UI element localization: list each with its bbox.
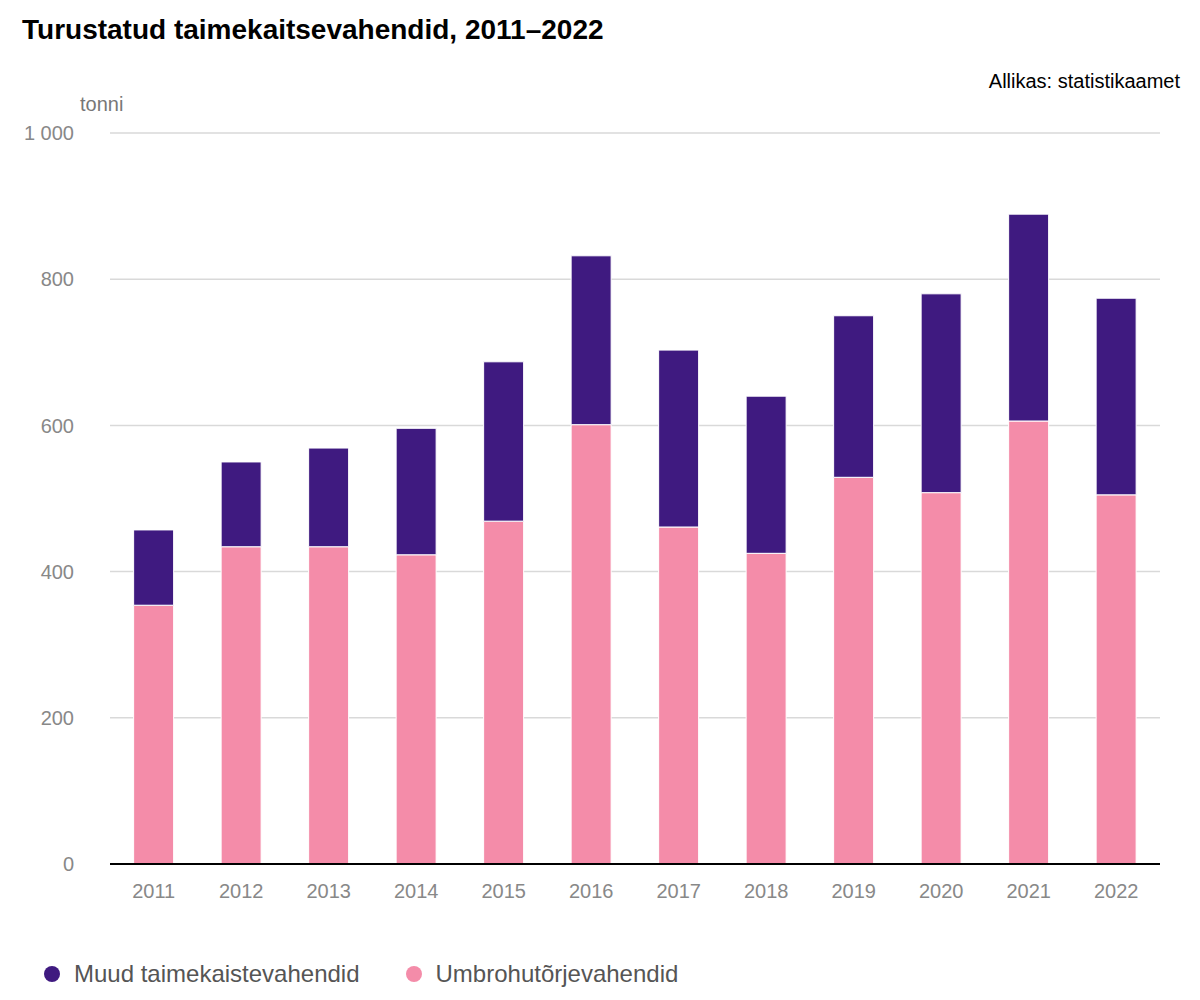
svg-text:1 000: 1 000 bbox=[24, 122, 74, 144]
html-text:Allikas: statistikaamet: Allikas: statistikaamet bbox=[988, 70, 1180, 92]
html-text:Turustatud taimekaitsevahendid: Turustatud taimekaitsevahendid, 2011–202… bbox=[22, 14, 604, 45]
svg-text:200: 200 bbox=[41, 707, 74, 729]
svg-text:2018: 2018 bbox=[744, 880, 789, 902]
svg-text:0: 0 bbox=[63, 853, 74, 875]
svg-text:2014: 2014 bbox=[394, 880, 439, 902]
svg-text:600: 600 bbox=[41, 415, 74, 437]
svg-text:2011: 2011 bbox=[132, 880, 175, 902]
svg-text:2016: 2016 bbox=[569, 880, 614, 902]
svg-text:2013: 2013 bbox=[307, 880, 352, 902]
svg-text:2020: 2020 bbox=[919, 880, 964, 902]
svg-text:400: 400 bbox=[41, 561, 74, 583]
svg-text:800: 800 bbox=[41, 268, 74, 290]
svg-text:2015: 2015 bbox=[482, 880, 527, 902]
svg-text:2017: 2017 bbox=[657, 880, 702, 902]
html-text:tonni: tonni bbox=[80, 93, 124, 115]
svg-text:2012: 2012 bbox=[219, 880, 264, 902]
svg-text:2021: 2021 bbox=[1007, 880, 1052, 902]
html-text:Umbrohutõrjevahendid: Umbrohutõrjevahendid bbox=[435, 960, 679, 987]
html-text:Muud taimekaistevahendid: Muud taimekaistevahendid bbox=[74, 960, 360, 987]
svg-text:2022: 2022 bbox=[1094, 880, 1139, 902]
svg-text:2019: 2019 bbox=[832, 880, 877, 902]
